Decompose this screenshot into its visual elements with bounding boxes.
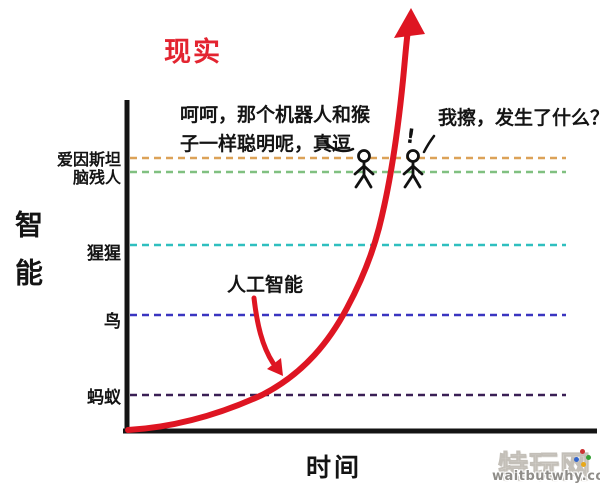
right-speech-pointer (422, 134, 436, 154)
left-stick-figure-icon (353, 149, 375, 189)
ai-growth-curve (125, 27, 411, 433)
level-label-dumb-human: 脑残人 (72, 168, 121, 187)
curve-arrowhead-icon (394, 8, 425, 38)
site-logo: 特玩网 (498, 450, 591, 486)
left-figure-speech-line1: 呵呵，那个机器人和猴 (180, 104, 371, 126)
x-axis-title: 时间 (306, 453, 363, 482)
logo-dot-yellow (581, 462, 586, 467)
level-label-chimp: 猩猩 (87, 244, 121, 264)
left-figure-speech-line2: 子一样聪明呢，真逗 (180, 133, 352, 155)
logo-dot-red (580, 449, 585, 454)
right-stick-figure-icon (402, 149, 424, 189)
y-axis-title: 智能 (11, 210, 44, 306)
logo-dot-blue (574, 457, 579, 462)
ai-label-arrow (251, 295, 276, 366)
left-speech-pointer (323, 139, 355, 153)
left-figure-speech: 呵呵，那个机器人和猴 子一样聪明呢，真逗 (180, 101, 370, 159)
chart-title: 现实 (164, 37, 222, 68)
ai-curve-label: 人工智能 (227, 274, 304, 296)
level-label-einstein: 爱因斯坦 (56, 150, 121, 169)
right-figure-speech: 我擦，发生了什么？ (438, 107, 600, 129)
level-label-ant: 蚂蚁 (87, 388, 121, 408)
ai-label-arrowhead-icon (267, 358, 283, 376)
level-label-bird: 鸟 (104, 312, 121, 332)
logo-dot-green (586, 455, 591, 460)
watermark-site-text: waitbutwhy.com (492, 469, 600, 484)
